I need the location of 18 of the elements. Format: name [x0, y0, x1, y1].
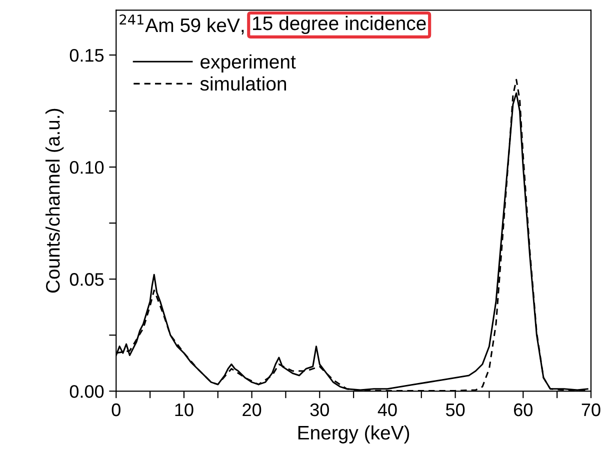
- legend-label: simulation: [200, 76, 286, 91]
- x-tick-label: 60: [514, 403, 532, 416]
- x-tick-label: 0: [112, 403, 120, 416]
- legend-label: experiment: [200, 54, 296, 72]
- x-tick-label: 50: [446, 403, 465, 416]
- annotation: 15 degree incidence: [253, 16, 426, 34]
- annotation: $^{241}$Am 59 keV,: [120, 14, 244, 34]
- y-tick-label: 0.10: [70, 161, 104, 174]
- x-tick-label: 20: [242, 403, 262, 416]
- y-tick-label: 0.00: [70, 385, 104, 398]
- y-tick-label: 0.05: [70, 273, 104, 286]
- x-axis-title: Energy (keV): [298, 425, 410, 444]
- x-tick-label: 40: [378, 403, 397, 416]
- x-tick-label: 10: [175, 403, 194, 416]
- x-tick-label: 30: [310, 403, 329, 416]
- y-tick-label: 0.15: [70, 48, 104, 62]
- x-tick-label: 70: [582, 403, 600, 416]
- y-axis-title: Counts/channel (a.u.): [46, 108, 64, 293]
